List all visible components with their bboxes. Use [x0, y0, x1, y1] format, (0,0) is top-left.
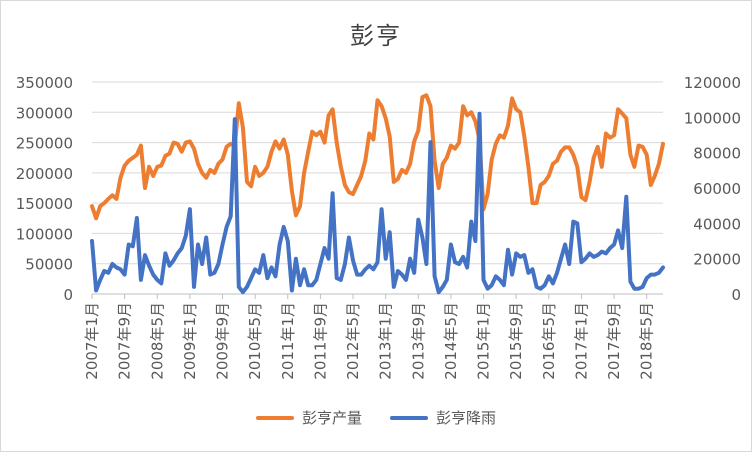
x-tick-label: 2013年9月 [409, 302, 427, 380]
x-axis: 2007年1月 2007年9月 2008年5月 2009年1月 2009年9月 2010年… [83, 293, 663, 380]
left-tick-label: 50000 [25, 256, 73, 274]
series-layer [90, 93, 665, 295]
legend-item-rainfall[interactable]: 彭亨降雨 [390, 407, 496, 428]
right-tick-label: 60000 [693, 180, 741, 198]
left-tick-label: 250000 [16, 135, 73, 153]
legend-label-rainfall: 彭亨降雨 [436, 409, 497, 427]
x-tick-label: 2008年5月 [148, 302, 166, 380]
x-tick-label: 2015年1月 [475, 302, 493, 380]
right-tick-label: 40000 [693, 215, 741, 233]
right-tick-label: 80000 [693, 145, 741, 163]
right-tick-label: 120000 [684, 74, 741, 92]
x-tick-label: 2015年9月 [507, 302, 525, 380]
x-tick-label: 2017年1月 [572, 302, 590, 380]
legend-swatch-production [255, 415, 294, 420]
left-tick-label: 300000 [16, 104, 73, 122]
left-tick-label: 200000 [16, 165, 73, 183]
x-tick-label: 2011年9月 [311, 302, 329, 380]
x-tick-label: 2018年5月 [638, 302, 656, 380]
series-line-production [90, 93, 665, 221]
right-tick-label: 20000 [693, 251, 741, 269]
x-tick-label: 2011年1月 [279, 302, 297, 380]
legend: 彭亨产量 彭亨降雨 [0, 407, 752, 428]
legend-swatch-rainfall [390, 415, 428, 420]
x-tick-label: 2014年5月 [442, 302, 460, 380]
left-tick-label: 100000 [16, 225, 73, 243]
left-tick-label: 150000 [16, 195, 73, 213]
left-tick-label: 0 [63, 286, 73, 304]
x-tick-label: 2013年1月 [377, 302, 395, 380]
x-tick-label: 2012年5月 [344, 302, 362, 380]
x-tick-label: 2007年1月 [83, 302, 101, 380]
right-tick-label: 100000 [684, 109, 741, 127]
x-tick-label: 2009年9月 [214, 302, 232, 380]
x-tick-label: 2016年5月 [540, 302, 558, 380]
chart-title: 彭亨 [350, 22, 402, 50]
x-tick-label: 2007年9月 [116, 302, 134, 380]
left-y-axis: 0 50000 100000 150000 200000 250000 300000 3500… [16, 74, 73, 304]
series-line-rainfall [90, 111, 665, 295]
right-tick-label: 0 [731, 286, 741, 304]
x-tick-label: 2009年1月 [181, 302, 199, 380]
legend-label-production: 彭亨产量 [301, 409, 362, 427]
left-tick-label: 350000 [16, 74, 73, 92]
x-tick-label: 2010年5月 [246, 302, 264, 380]
legend-item-production[interactable]: 彭亨产量 [255, 407, 362, 428]
x-tick-label: 2017年9月 [605, 302, 623, 380]
right-y-axis: 0 20000 40000 60000 80000 100000 120000 [684, 74, 741, 304]
